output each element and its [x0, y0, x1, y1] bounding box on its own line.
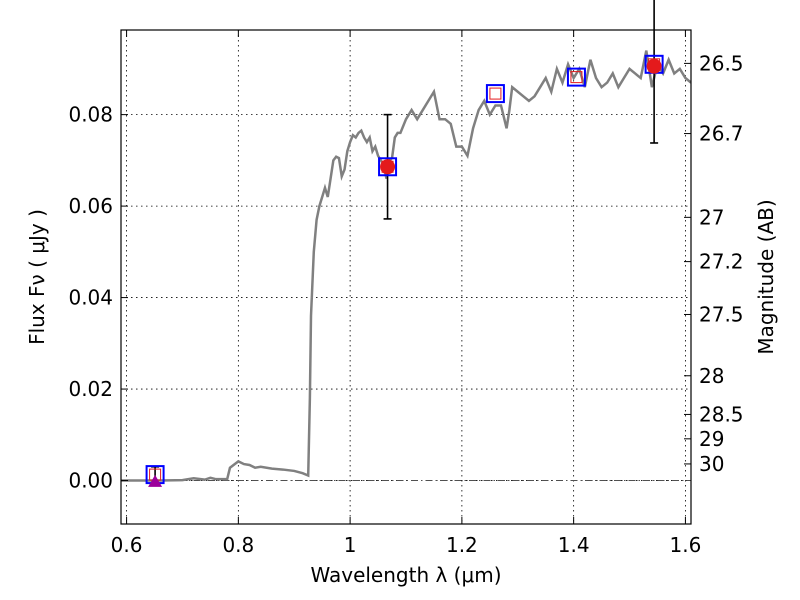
plot-frame: [120, 29, 692, 525]
y2-tick-label: 27.5: [699, 302, 744, 326]
upper-limit-triangle: [148, 474, 163, 487]
y-tick-label: 0.04: [68, 286, 113, 310]
observed-point: [646, 58, 662, 74]
axis-ticks: [121, 30, 691, 524]
y2-tick-label: 26.7: [699, 122, 744, 146]
y2-tick-label: 27.2: [699, 250, 744, 274]
observed-point: [380, 159, 396, 175]
y-tick-label: 0.08: [68, 103, 113, 127]
tick-labels: 0.6 0.8 1 1.2 1.4 1.6 0.00 0.02 0.04 0.06 0.08 26.5…: [68, 51, 743, 557]
model-band-square: [566, 67, 586, 87]
model-band-inner-square: [570, 71, 583, 84]
model-band-square: [485, 84, 505, 104]
y-tick-label: 0.06: [68, 194, 113, 218]
x-tick-label: 0.8: [222, 533, 254, 557]
y2-tick-label: 28: [699, 364, 724, 388]
grid-lines: [121, 30, 691, 524]
y2-tick-label: 27: [699, 205, 724, 229]
model-band-square: [378, 157, 398, 177]
y2-tick-label: 29: [699, 427, 724, 451]
x-axis-title: Wavelength λ (μm): [310, 563, 501, 587]
y-tick-label: 0.00: [68, 469, 113, 493]
y-axis-title: Flux Fν ( μJy ): [25, 209, 49, 345]
model-spectrum-line: [121, 50, 691, 482]
x-tick-label: 1.2: [446, 533, 478, 557]
y-tick-label: 0.02: [68, 377, 113, 401]
y2-tick-label: 30: [699, 452, 724, 476]
x-tick-label: 1.4: [558, 533, 590, 557]
y2-axis-title: Magnitude (AB): [754, 199, 778, 354]
y2-tick-label: 28.5: [699, 402, 744, 426]
x-tick-label: 0.6: [111, 533, 143, 557]
x-tick-label: 1: [344, 533, 357, 557]
model-band-inner-square: [489, 87, 502, 100]
x-tick-label: 1.6: [670, 533, 702, 557]
data-markers: [145, 0, 664, 487]
y2-tick-label: 26.5: [699, 51, 744, 75]
